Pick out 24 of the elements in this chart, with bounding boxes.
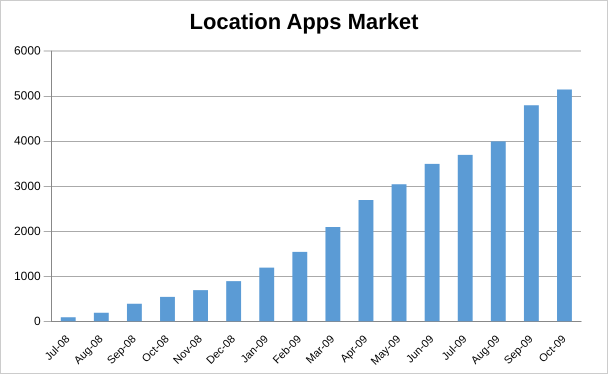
bar (60, 317, 76, 322)
bar (458, 154, 473, 322)
chart-title: Location Apps Market (188, 9, 420, 35)
bar (292, 252, 308, 322)
y-tick-label: 5000 (14, 88, 42, 103)
y-tick-label: 3000 (14, 178, 42, 193)
y-tick-label: 2000 (14, 224, 42, 238)
y-tick-label: 0 (34, 314, 42, 328)
bar (259, 268, 274, 322)
y-tick-label: 1000 (14, 268, 42, 283)
bar (524, 105, 539, 322)
y-tick-label: 4000 (14, 134, 42, 148)
bar (325, 227, 340, 322)
y-tick-label: 6000 (14, 44, 42, 58)
bar (557, 90, 572, 322)
bar (226, 281, 242, 322)
bar (193, 290, 208, 322)
bar (392, 184, 406, 322)
bar (94, 312, 109, 322)
bar (424, 164, 440, 322)
bar (490, 141, 506, 322)
bar (358, 200, 374, 322)
bar (126, 304, 142, 322)
bar (160, 296, 175, 322)
